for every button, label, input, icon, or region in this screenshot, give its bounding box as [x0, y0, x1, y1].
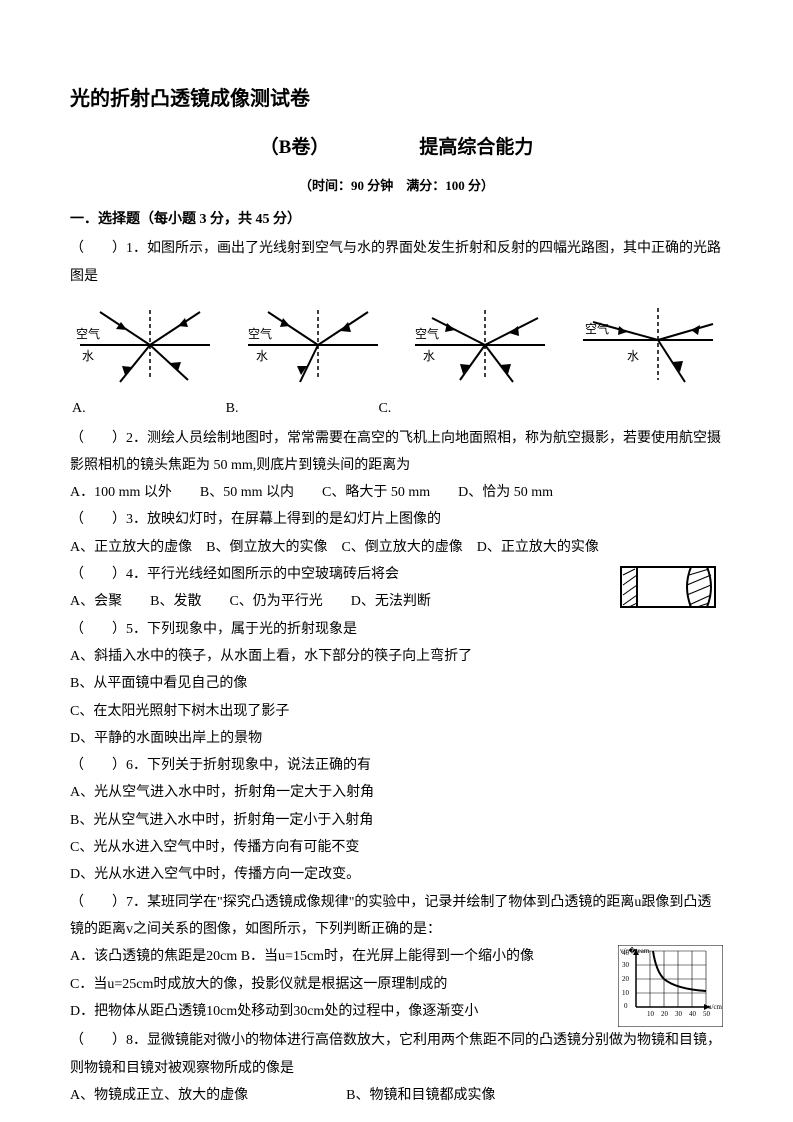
q1-opt-a: A. — [72, 396, 86, 423]
q8-opts: A、物镜成正立、放大的虚像 B、物镜和目镜都成实像 — [70, 1082, 723, 1109]
q7-uv-chart: 0 10 20 30 40 10 20 30 40 50 v/c�team u/… — [618, 945, 723, 1027]
subtitle-left: （B卷） — [260, 130, 330, 166]
svg-text:空气: 空气 — [585, 321, 609, 336]
q1-diagram-c: 空气 水 — [405, 300, 555, 390]
q5-a: A、斜插入水中的筷子，从水面上看，水下部分的筷子向上弯折了 — [70, 643, 723, 670]
q8: （ ）8．显微镜能对微小的物体进行高倍数放大，它利用两个焦距不同的凸透镜分别做为… — [70, 1027, 723, 1082]
q4: （ ）4．平行光线经如图所示的中空玻璃砖后将会 — [70, 561, 603, 588]
q5: （ ）5．下列现象中，属于光的折射现象是 — [70, 616, 723, 643]
q1-diagrams-row: 空气 水 空气 水 空气 水 — [70, 300, 723, 390]
q5-b: B、从平面镜中看见自己的像 — [70, 670, 723, 697]
q1-opt-b: B. — [226, 396, 239, 423]
q5-c: C、在太阳光照射下树木出现了影子 — [70, 698, 723, 725]
section-1-header: 一．选择题（每小题 3 分，共 45 分） — [70, 207, 723, 234]
q4-opts: A、会聚 B、发散 C、仍为平行光 D、无法判断 — [70, 588, 603, 615]
svg-text:20: 20 — [622, 975, 630, 983]
q7-b: C．当u=25cm时成放大的像，投影仪就是根据这一原理制成的 — [70, 971, 612, 998]
svg-text:v/c�team: v/c�team — [620, 946, 650, 955]
q5-d: D、平静的水面映出岸上的景物 — [70, 725, 723, 752]
air-label: 空气 — [76, 326, 100, 341]
svg-text:水: 水 — [256, 349, 268, 363]
q2-opts: A．100 mm 以外 B、50 mm 以内 C、略大于 50 mm D、恰为 … — [70, 479, 723, 506]
svg-text:水: 水 — [423, 349, 435, 363]
q7-a: A．该凸透镜的焦距是20cm B．当u=15cm时，在光屏上能得到一个缩小的像 — [70, 943, 612, 970]
svg-text:30: 30 — [622, 961, 630, 969]
q1-diagram-a: 空气 水 — [70, 300, 220, 390]
svg-text:10: 10 — [647, 1010, 655, 1018]
q3-opts: A、正立放大的虚像 B、倒立放大的实像 C、倒立放大的虚像 D、正立放大的实像 — [70, 534, 723, 561]
svg-text:50: 50 — [703, 1010, 711, 1018]
water-label: 水 — [82, 349, 94, 363]
timing-line: （时间：90 分钟 满分：100 分） — [70, 174, 723, 199]
svg-text:30: 30 — [675, 1010, 683, 1018]
q1-intro: （ ）1．如图所示，画出了光线射到空气与水的界面处发生折射和反射的四幅光路图，其… — [70, 235, 723, 290]
svg-text:空气: 空气 — [415, 326, 439, 341]
q7: （ ）7．某班同学在"探究凸透镜成像规律"的实验中，记录并绘制了物体到凸透镜的距… — [70, 889, 723, 944]
q6-b: B、光从空气进入水中时，折射角一定小于入射角 — [70, 807, 723, 834]
svg-text:40: 40 — [689, 1010, 697, 1018]
q6-a: A、光从空气进入水中时，折射角一定大于入射角 — [70, 779, 723, 806]
q6-c: C、光从水进入空气中时，传播方向有可能不变 — [70, 834, 723, 861]
q2: （ ）2．测绘人员绘制地图时，常常需要在高空的飞机上向地面照相，称为航空摄影，若… — [70, 425, 723, 480]
q1-diagram-d: 空气 水 — [573, 300, 723, 390]
q1-option-labels: A. B. C. — [70, 396, 723, 423]
svg-text:u/cm: u/cm — [708, 1003, 723, 1011]
q6-d: D、光从水进入空气中时，传播方向一定改变。 — [70, 861, 723, 888]
svg-text:20: 20 — [661, 1010, 669, 1018]
q7-c: D．把物体从距凸透镜10cm处移动到30cm处的过程中，像逐渐变小 — [70, 998, 612, 1025]
q4-glass-brick-diagram — [613, 561, 723, 613]
subtitle-right: 提高综合能力 — [419, 130, 533, 166]
q6: （ ）6．下列关于折射现象中，说法正确的有 — [70, 752, 723, 779]
svg-text:10: 10 — [622, 989, 630, 997]
svg-text:0: 0 — [624, 1002, 628, 1010]
q3: （ ）3．放映幻灯时，在屏幕上得到的是幻灯片上图像的 — [70, 506, 723, 533]
q1-opt-c: C. — [378, 396, 391, 423]
svg-text:水: 水 — [627, 349, 639, 363]
subtitle-row: （B卷） 提高综合能力 — [70, 130, 723, 166]
q1-diagram-b: 空气 水 — [238, 300, 388, 390]
svg-text:空气: 空气 — [248, 326, 272, 341]
page-title: 光的折射凸透镜成像测试卷 — [70, 80, 723, 118]
